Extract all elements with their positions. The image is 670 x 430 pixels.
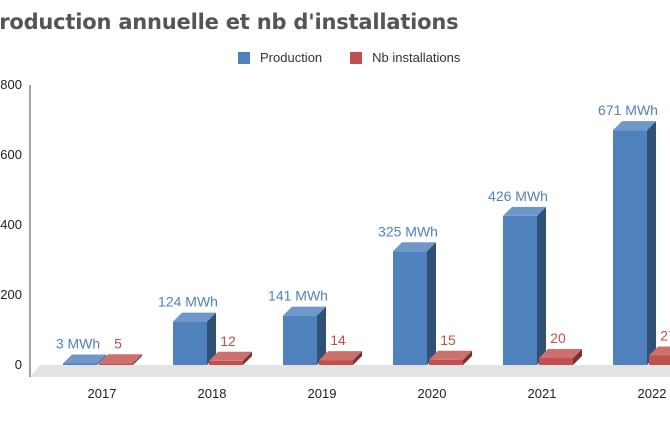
bar-side-production-2021 xyxy=(537,206,546,365)
bar-production-2018 xyxy=(173,321,207,365)
bar-top-production-2020 xyxy=(393,242,436,252)
data-label-production-2017: 3 MWh xyxy=(56,336,100,352)
bar-top-installations-2019 xyxy=(319,351,362,361)
bar-installations-2017 xyxy=(99,363,133,365)
chart-floor xyxy=(30,365,670,377)
legend-swatch-installations xyxy=(350,51,363,64)
legend-swatch-production xyxy=(238,51,250,64)
legend-item-production: Production xyxy=(238,50,322,65)
bar-installations-2020 xyxy=(429,359,463,365)
legend-label-installations: Nb installations xyxy=(372,50,461,65)
y-tick-label: 400 xyxy=(0,217,22,232)
x-tick-label: 2019 xyxy=(308,386,337,401)
bar-installations-2022 xyxy=(649,355,670,365)
bar-top-production-2017 xyxy=(63,354,106,364)
bar-side-installations-2018 xyxy=(243,351,252,365)
bar-side-installations-2019 xyxy=(353,351,362,365)
bar-side-installations-2021 xyxy=(573,349,582,365)
legend-item-installations: Nb installations xyxy=(350,50,460,65)
x-tick-label: 2020 xyxy=(418,386,447,401)
data-label-installations-2020: 15 xyxy=(440,332,456,348)
legend-label-production: Production xyxy=(260,50,323,65)
bar-top-installations-2018 xyxy=(209,351,252,361)
x-tick-label: 2022 xyxy=(638,386,667,401)
y-tick-label: 0 xyxy=(15,357,22,372)
legend: Production Nb installations xyxy=(238,50,488,65)
bar-side-production-2020 xyxy=(427,242,436,365)
bar-side-production-2018 xyxy=(207,312,216,365)
bar-top-production-2019 xyxy=(283,306,326,316)
x-tick-label: 2017 xyxy=(88,386,117,401)
data-label-production-2021: 426 MWh xyxy=(488,188,548,204)
data-label-production-2022: 671 MWh xyxy=(598,102,658,118)
chart-title: Production annuelle et nb d'installation… xyxy=(0,10,459,34)
bar-production-2017 xyxy=(63,363,97,365)
bar-installations-2019 xyxy=(319,360,353,365)
x-tick-label: 2018 xyxy=(198,386,227,401)
bar-top-installations-2020 xyxy=(429,350,472,360)
data-label-production-2020: 325 MWh xyxy=(378,223,438,239)
data-label-installations-2022: 27 xyxy=(660,328,670,344)
bar-side-production-2019 xyxy=(317,306,326,365)
x-tick-label: 2021 xyxy=(528,386,557,401)
bar-top-production-2018 xyxy=(173,312,216,322)
data-label-installations-2017: 5 xyxy=(114,335,122,351)
data-label-installations-2021: 20 xyxy=(550,330,566,346)
data-label-production-2019: 141 MWh xyxy=(268,288,328,304)
bar-top-installations-2022 xyxy=(649,346,670,356)
bar-installations-2021 xyxy=(539,358,573,365)
data-label-production-2018: 124 MWh xyxy=(158,294,218,310)
bar-top-installations-2021 xyxy=(539,349,582,358)
data-label-installations-2019: 14 xyxy=(330,332,346,348)
bar-installations-2018 xyxy=(209,360,243,365)
bar-side-production-2017 xyxy=(97,354,106,365)
bar-production-2019 xyxy=(283,315,317,365)
y-tick-label: 200 xyxy=(0,287,22,302)
bar-production-2021 xyxy=(503,215,537,365)
bar-top-production-2022 xyxy=(613,121,656,131)
bar-side-production-2022 xyxy=(647,121,656,366)
bar-side-installations-2017 xyxy=(133,354,142,365)
data-label-installations-2018: 12 xyxy=(220,333,236,349)
y-tick-label: 800 xyxy=(0,77,22,92)
bar-top-installations-2017 xyxy=(99,354,142,364)
y-tick-label: 600 xyxy=(0,147,22,162)
bar-production-2020 xyxy=(393,251,427,365)
bar-top-production-2021 xyxy=(503,206,546,216)
bar-side-installations-2020 xyxy=(463,350,472,365)
bar-production-2022 xyxy=(613,130,647,365)
